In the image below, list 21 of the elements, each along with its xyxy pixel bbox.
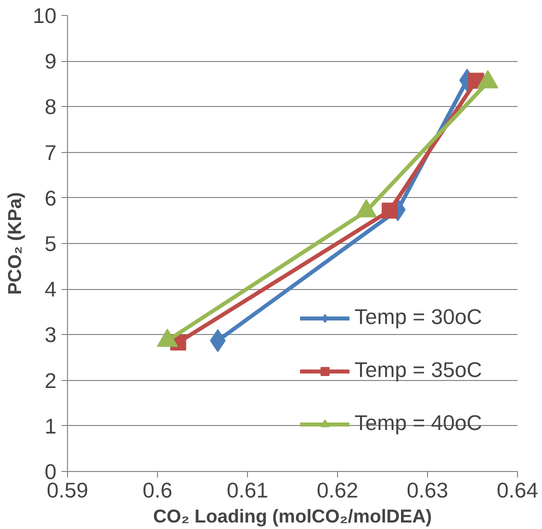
y-tick-label: 3 — [44, 323, 57, 348]
legend-label: Temp = 30oC — [354, 305, 482, 330]
y-tick-label: 4 — [44, 278, 57, 302]
y-tick-label: 5 — [44, 232, 57, 256]
x-tick-label: 0.6 — [142, 478, 172, 502]
y-tick-label: 8 — [44, 95, 57, 120]
y-axis-title: PCO₂ (KPa) — [4, 192, 25, 295]
x-tick-label: 0.64 — [496, 478, 538, 502]
y-tick-label: 6 — [44, 186, 57, 210]
x-axis-title: CO₂ Loading (molCO₂/molDEA) — [153, 506, 432, 526]
point — [382, 202, 398, 219]
y-tick-label: 2 — [44, 368, 57, 393]
y-tick-label: 1 — [44, 414, 57, 438]
y-tick-label: 7 — [44, 140, 57, 165]
y-tick-label: 9 — [44, 50, 57, 74]
x-tick-label: 0.62 — [316, 478, 358, 502]
x-tick-label: 0.63 — [406, 478, 448, 502]
x-tick-label: 0.61 — [226, 478, 268, 502]
point — [210, 329, 226, 352]
y-tick-label: 10 — [32, 4, 57, 28]
legend-label: Temp = 35oC — [354, 358, 482, 383]
